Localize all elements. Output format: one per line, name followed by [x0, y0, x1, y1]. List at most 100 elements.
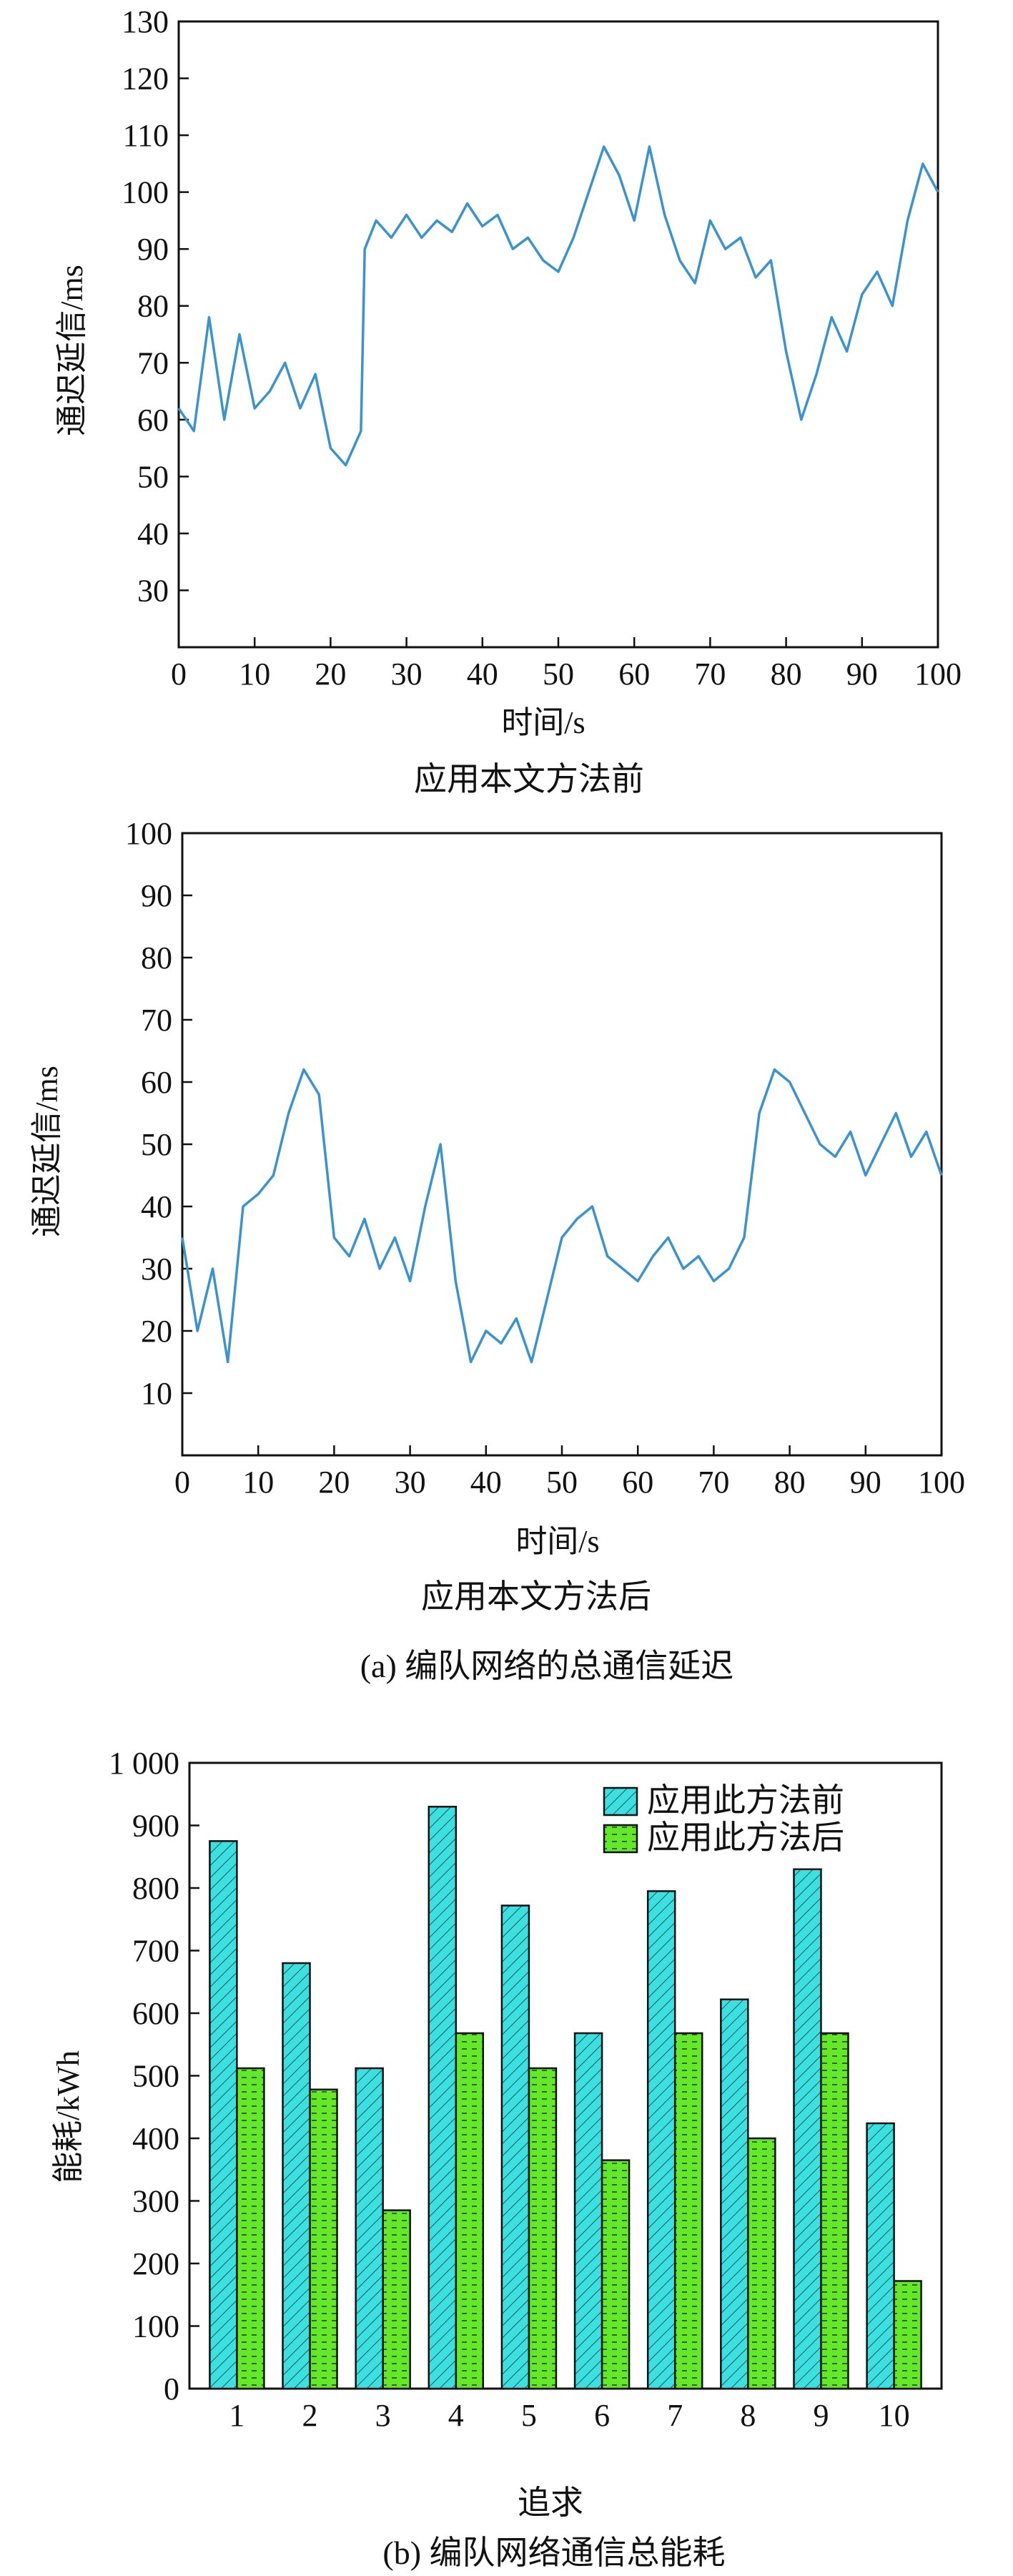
chart3-bar-after	[528, 2067, 558, 2390]
chart2-xlabel: 时间/s	[515, 1524, 599, 1559]
chart3-xtick-label: 2	[302, 2398, 318, 2433]
chart1-xtick-label: 80	[771, 657, 802, 692]
chart3-xtick-label: 7	[667, 2398, 683, 2433]
chart1-series-line	[177, 145, 939, 467]
chart3-bar-before	[646, 1890, 676, 2390]
chart2-caption: 应用本文方法后	[421, 1578, 651, 1615]
chart2-xtick-label: 40	[470, 1465, 502, 1500]
chart2-xtick-label: 100	[918, 1465, 965, 1500]
chart3-bar-before	[209, 1840, 238, 2390]
chart2-xtick-label: 80	[774, 1465, 806, 1500]
chart1-xtick-label: 0	[171, 657, 187, 692]
chart1-ytick-label: 100	[122, 175, 169, 210]
chart3-bar-before	[500, 1904, 530, 2390]
chart1-xtick-label: 10	[239, 657, 270, 692]
chart2-ytick-label: 80	[141, 940, 172, 975]
chart3-ytick-label: 0	[164, 2371, 179, 2407]
chart-before-delay: 0 10 20 30 40 50 60 70 80 90 100 30 40 50 60 70 80 90 100 1…	[122, 4, 962, 692]
chart3-ytick-label: 300	[132, 2184, 179, 2219]
chart2-xtick-label: 20	[318, 1465, 350, 1500]
chart3-bar-before	[793, 1868, 822, 2390]
chart1-ytick-label: 80	[137, 289, 169, 324]
chart1-xtick-label: 70	[694, 657, 726, 692]
chart2-ytick-label: 100	[125, 816, 172, 851]
caption-a: (a) 编队网络的总通信延迟	[360, 1648, 734, 1684]
chart1-caption: 应用本文方法前	[414, 761, 644, 797]
chart3-xtick-label: 1	[229, 2398, 244, 2433]
chart2-ytick-label: 50	[141, 1127, 172, 1162]
chart3-xtick-label: 6	[594, 2398, 610, 2433]
chart3-ytick-label: 600	[132, 1996, 179, 2031]
chart2-ytick-label: 20	[141, 1314, 172, 1349]
chart2-series-line	[181, 1068, 943, 1364]
chart3-ytick-label: 200	[132, 2246, 179, 2281]
chart3-legend-swatch	[603, 1786, 638, 1817]
chart2-ytick-label: 10	[141, 1376, 172, 1411]
chart3-bar-before	[573, 2032, 603, 2390]
chart1-xtick-label: 30	[391, 657, 423, 692]
chart2-ytick-label: 40	[141, 1189, 172, 1224]
chart3-xtick-label: 4	[448, 2398, 464, 2433]
chart3-ytick-label: 1 000	[109, 1746, 179, 1781]
chart1-ytick-label: 30	[137, 573, 169, 608]
chart3-xtick-label: 5	[521, 2398, 537, 2433]
chart1-ytick-label: 120	[122, 62, 169, 97]
chart3-bar-after	[893, 2280, 922, 2390]
chart3-ylabel: 能耗/kWh	[51, 2050, 86, 2183]
chart3-bar-after	[309, 2088, 338, 2390]
chart2-ytick-label: 60	[141, 1065, 172, 1100]
chart1-ytick-label: 90	[137, 232, 169, 267]
chart1-ylabel: 通迟延信/ms	[54, 265, 89, 436]
chart1-ytick-label: 50	[137, 459, 169, 494]
chart3-ytick-label: 900	[132, 1809, 179, 1844]
chart3-bar-before	[428, 1806, 458, 2390]
chart3-bar-before	[282, 1962, 311, 2390]
chart-after-delay: 0 10 20 30 40 50 60 70 80 90 100 10 20 30 40 50 60 70 80 90…	[125, 816, 965, 1500]
chart2-ytick-label: 30	[141, 1252, 172, 1287]
chart2-xtick-label: 0	[174, 1465, 190, 1500]
chart1-xtick-label: 100	[914, 657, 962, 692]
chart3-bar-after	[673, 2032, 703, 2390]
chart1-ytick-label: 130	[122, 4, 169, 39]
chart3-ytick-label: 400	[132, 2121, 179, 2156]
chart1-xtick-label: 40	[467, 657, 498, 692]
chart3-bar-after	[747, 2137, 776, 2390]
chart1-xlabel: 时间/s	[501, 705, 585, 740]
chart2-ytick-label: 70	[141, 1003, 172, 1038]
chart2-xtick-label: 10	[242, 1465, 274, 1500]
chart3-ytick-label: 100	[132, 2309, 179, 2344]
caption-b: (b) 编队网络通信总能耗	[382, 2535, 725, 2571]
chart3-xtick-label: 3	[375, 2398, 391, 2433]
chart1-plot-frame	[177, 20, 939, 649]
chart2-ytick-label: 90	[141, 878, 172, 913]
chart1-ytick-label: 40	[137, 516, 169, 551]
chart3-bar-before	[866, 2122, 895, 2390]
chart3-ytick-label: 800	[132, 1871, 179, 1906]
chart2-xtick-label: 50	[546, 1465, 578, 1500]
chart1-ytick-label: 110	[123, 118, 169, 153]
chart3-ytick-label: 500	[132, 2059, 179, 2094]
chart1-xtick-label: 20	[315, 657, 346, 692]
chart3-legend-label: 应用此方法后	[647, 1819, 844, 1856]
chart2-ylabel: 通迟延信/ms	[29, 1066, 64, 1237]
chart3-xtick-label: 10	[879, 2398, 910, 2433]
chart1-xtick-label: 50	[543, 657, 574, 692]
chart2-xtick-label: 60	[622, 1465, 653, 1500]
chart-energy-bars: 0 100 200 300 400 500 600 700 800 900 1 000 1 2 3 4 5 6 7…	[109, 1746, 943, 2433]
chart3-bar-before	[720, 1998, 749, 2390]
chart3-xtick-label: 9	[813, 2398, 829, 2433]
chart1-ytick-label: 70	[137, 345, 169, 380]
chart3-bar-before	[355, 2067, 384, 2390]
chart1-ytick-label: 60	[137, 403, 169, 438]
chart3-bar-after	[236, 2067, 265, 2390]
chart2-xtick-label: 90	[850, 1465, 881, 1500]
chart3-legend-label: 应用此方法前	[647, 1782, 844, 1819]
chart3-bar-after	[455, 2032, 485, 2390]
chart3-ytick-label: 700	[132, 1934, 179, 1969]
chart3-xlabel: 追求	[518, 2484, 583, 2521]
chart2-plot-frame	[181, 832, 943, 1457]
chart3-bar-after	[382, 2209, 411, 2390]
chart1-xtick-label: 90	[846, 657, 878, 692]
chart3-legend-swatch	[603, 1824, 638, 1854]
